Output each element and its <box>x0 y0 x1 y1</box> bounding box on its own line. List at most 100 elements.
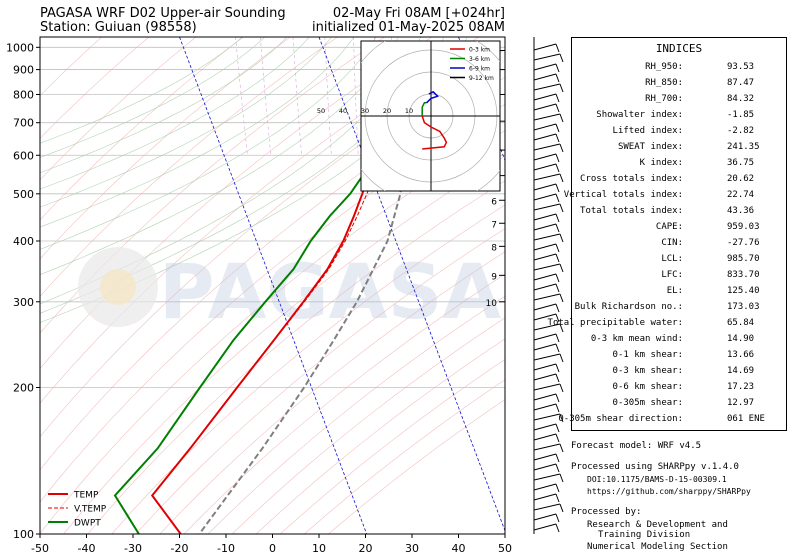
wind-barb-flag <box>555 313 560 323</box>
wind-barb <box>533 243 557 251</box>
index-row: CAPE: 959.03 <box>572 222 786 236</box>
wind-barb <box>533 203 561 211</box>
index-label: Bulk Richardson no.: <box>574 302 683 312</box>
wind-barb-flag <box>555 193 560 203</box>
hodograph-ring-label: 10 <box>405 107 413 115</box>
temperature-tick-label: -30 <box>124 542 142 555</box>
wind-barb <box>533 83 561 91</box>
wind-barb-flag <box>559 293 564 303</box>
temperature-tick-label: 40 <box>452 542 466 555</box>
wind-barb-flag <box>559 413 564 423</box>
wind-barb-flag <box>555 93 560 103</box>
index-value: 36.75 <box>727 158 755 168</box>
wind-barbs <box>533 37 564 534</box>
wind-barb <box>533 383 561 391</box>
wind-barb-flag <box>555 423 560 433</box>
dry-adiabat-line <box>40 37 197 181</box>
wind-barb-flag <box>555 153 560 163</box>
moist-adiabat-line <box>40 37 243 144</box>
wind-barb-flag <box>555 273 560 283</box>
dry-adiabat-line <box>111 204 505 534</box>
wind-barb <box>533 273 557 281</box>
km-tick-label: 10 <box>486 299 498 309</box>
watermark-text: PAGASA <box>159 247 501 336</box>
index-label: Cross totals index: <box>580 174 683 184</box>
wind-barb <box>533 183 557 191</box>
index-row: 0-305m shear direction: 061 ENE <box>558 414 786 428</box>
index-value: 87.47 <box>727 78 755 88</box>
wind-barb <box>533 303 557 311</box>
legend-label: V.TEMP <box>74 505 107 515</box>
wind-barb-flag <box>559 353 564 363</box>
wind-barb-flag <box>555 103 560 113</box>
hodograph-ring-label: 40 <box>339 107 347 115</box>
wind-barb <box>533 123 557 131</box>
moist-adiabat-line <box>40 37 266 158</box>
wind-barb <box>533 403 557 411</box>
hodograph-trace <box>426 90 439 104</box>
dry-adiabat-line <box>183 273 505 534</box>
index-value: 93.53 <box>727 62 755 72</box>
pressure-tick-label: 700 <box>13 117 34 130</box>
temperature-tick-label: 20 <box>359 542 373 555</box>
title-right-line2: initialized 01-May-2025 08AM <box>311 20 505 35</box>
wind-barb <box>533 493 557 501</box>
hodograph-legend-label: 0-3 km <box>469 47 490 54</box>
dry-adiabat-line <box>159 251 505 534</box>
legend-label: DWPT <box>74 519 101 529</box>
index-row: 0-305m shear: 12.97 <box>572 398 786 412</box>
wind-barb-flag <box>555 283 560 293</box>
pressure-tick-label: 400 <box>13 235 34 248</box>
wind-barb <box>533 193 557 201</box>
indices-panel: INDICES RH_950: 93.53 RH_850: 87.47 RH_700: 8… <box>548 37 787 431</box>
index-row: Vertical totals index: 22.74 <box>564 190 786 204</box>
index-label: RH_950: <box>645 62 683 72</box>
index-value: 833.70 <box>727 270 760 280</box>
wind-barb <box>533 333 557 341</box>
footer-doi: DOI:10.1175/BAMS-D-15-00309.1 <box>587 475 727 484</box>
index-label: 0-3 km shear: <box>612 366 683 376</box>
index-label: Lifted index: <box>612 126 683 136</box>
wind-barb <box>533 143 561 151</box>
pressure-tick-label: 100 <box>13 528 34 541</box>
dry-adiabat-line <box>40 37 150 139</box>
index-value: 22.74 <box>727 190 755 200</box>
wind-barb-flag <box>559 203 564 213</box>
wind-barb <box>533 43 557 51</box>
hodograph-ring-label: 20 <box>383 107 391 115</box>
index-label: Total totals index: <box>580 206 683 216</box>
pressure-tick-label: 900 <box>13 64 34 77</box>
index-value: 43.36 <box>727 206 755 216</box>
index-row: RH_700: 84.32 <box>572 94 786 108</box>
temperature-tick-label: -40 <box>78 542 96 555</box>
temperature-tick-label: 10 <box>312 542 326 555</box>
index-label: 0-305m shear direction: <box>558 414 683 424</box>
dry-adiabat-line <box>231 317 505 534</box>
index-value: -1.85 <box>727 110 755 120</box>
wind-barb-flag <box>559 503 564 513</box>
index-row: Total precipitable water: 65.84 <box>548 318 786 332</box>
legend-label: TEMP <box>73 491 99 501</box>
index-value: 125.40 <box>727 286 760 296</box>
index-value: 14.90 <box>727 334 755 344</box>
dry-adiabat-line <box>207 295 505 534</box>
index-row: RH_950: 93.53 <box>572 62 786 76</box>
hodograph-ring-label: 50 <box>317 107 325 115</box>
wind-barb-flag <box>559 473 564 483</box>
index-row: LCL: 985.70 <box>572 254 786 268</box>
wind-barb-flag <box>559 233 564 243</box>
index-value: 13.66 <box>727 350 755 360</box>
dry-adiabat-line <box>40 37 244 221</box>
km-tick-label: 9 <box>491 272 497 282</box>
wind-barb <box>533 463 557 471</box>
wind-barb <box>533 253 557 261</box>
wind-barb-flag <box>559 143 564 153</box>
pressure-tick-label: 200 <box>13 381 34 394</box>
index-row: 0-6 km shear: 17.23 <box>572 382 786 396</box>
index-row: Showalter index: -1.85 <box>572 110 786 124</box>
wind-barb <box>533 73 557 81</box>
wind-barb-flag <box>555 43 560 53</box>
temperature-tick-label: -10 <box>217 542 235 555</box>
wind-barb <box>533 63 557 71</box>
index-value: 84.32 <box>727 94 755 104</box>
